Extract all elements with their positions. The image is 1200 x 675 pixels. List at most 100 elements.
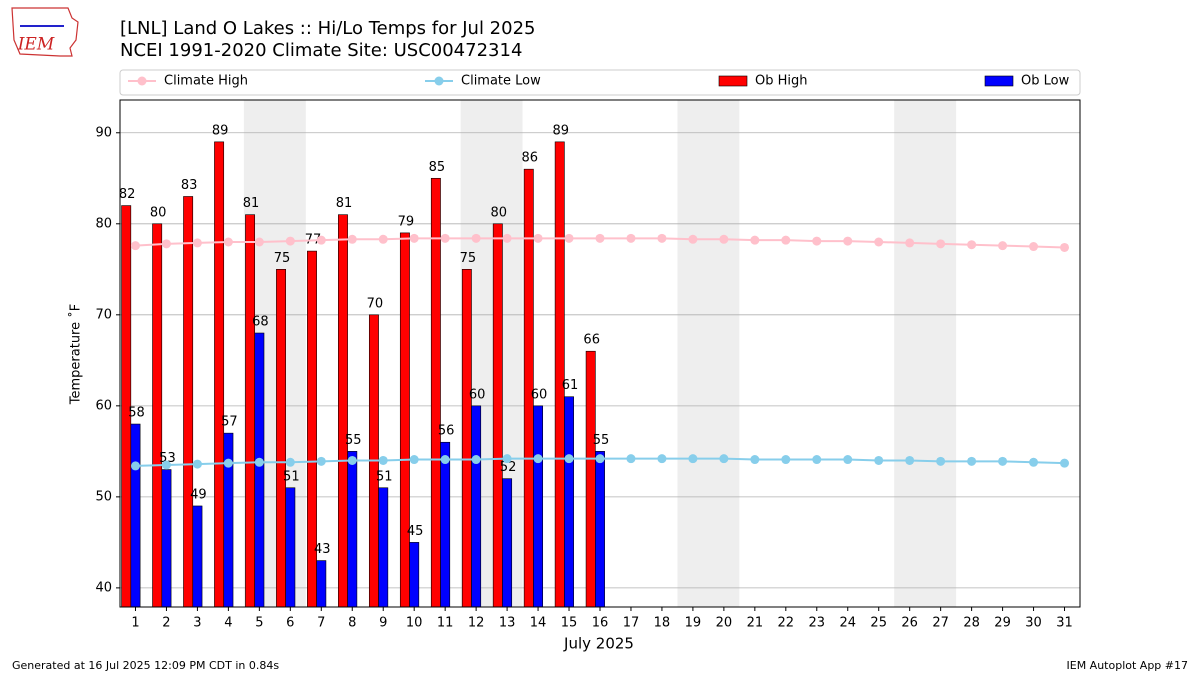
line-marker — [967, 456, 977, 466]
bar — [440, 441, 451, 608]
bar — [347, 451, 358, 608]
bar — [130, 423, 141, 608]
x-tick-label: 9 — [379, 616, 387, 631]
legend-label: Ob High — [755, 74, 808, 89]
line-marker — [192, 459, 202, 469]
x-tick-label: 20 — [716, 616, 733, 631]
line-marker — [936, 456, 946, 466]
footer-right: IEM Autoplot App #17 — [1067, 659, 1189, 672]
x-tick-label: 21 — [747, 616, 764, 631]
data-label: 66 — [583, 333, 600, 348]
data-label: 89 — [212, 123, 229, 138]
data-label: 49 — [190, 487, 207, 502]
bar — [338, 214, 348, 608]
line-marker — [471, 233, 481, 243]
bar — [492, 223, 503, 608]
data-label: 75 — [274, 251, 291, 266]
data-label: 57 — [221, 415, 238, 430]
line-marker — [626, 454, 636, 464]
y-axis-label: Temperature ˚F — [68, 304, 84, 405]
line-marker — [254, 457, 264, 467]
line-marker — [688, 454, 698, 464]
data-label: 60 — [469, 387, 486, 402]
x-tick-label: 17 — [623, 616, 640, 631]
x-tick-label: 4 — [224, 616, 232, 631]
data-label: 43 — [314, 542, 331, 557]
line-marker — [564, 454, 574, 464]
line-marker — [657, 454, 667, 464]
x-tick-label: 22 — [778, 616, 795, 631]
line-marker — [378, 234, 388, 244]
line-marker — [781, 455, 791, 465]
line-marker — [533, 454, 543, 464]
x-tick-label: 26 — [901, 616, 918, 631]
bar — [595, 451, 605, 608]
line-marker — [440, 455, 450, 465]
logo-outline — [11, 7, 79, 57]
line-marker — [750, 235, 760, 245]
x-tick-label: 25 — [870, 616, 887, 631]
data-label: 85 — [429, 160, 446, 175]
data-label: 68 — [252, 315, 269, 330]
line-marker — [130, 241, 140, 251]
data-label: 83 — [181, 178, 198, 193]
x-tick-label: 15 — [561, 616, 578, 631]
line-marker — [471, 455, 481, 465]
x-axis-label: July 2025 — [563, 635, 634, 653]
data-label: 51 — [283, 469, 300, 484]
data-label: 45 — [407, 524, 424, 539]
line-marker — [1060, 242, 1070, 252]
bar — [214, 141, 225, 608]
bar — [254, 332, 265, 608]
x-tick-label: 8 — [348, 616, 356, 631]
y-tick-label: 40 — [95, 580, 112, 595]
data-label: 51 — [376, 469, 393, 484]
line-marker — [347, 455, 357, 465]
x-tick-label: 19 — [685, 616, 702, 631]
x-tick-label: 10 — [406, 616, 423, 631]
footer-left: Generated at 16 Jul 2025 12:09 PM CDT in… — [12, 659, 279, 672]
line-marker — [1029, 242, 1039, 252]
bar — [564, 396, 574, 608]
data-label: 80 — [150, 205, 167, 220]
data-label: 79 — [398, 214, 415, 229]
line-marker — [533, 233, 543, 243]
legend-swatch — [718, 75, 748, 87]
y-tick-label: 90 — [95, 125, 112, 140]
bar — [502, 478, 513, 608]
line-marker — [874, 237, 884, 247]
x-tick-label: 24 — [839, 616, 856, 631]
data-label: 58 — [128, 406, 145, 421]
bar — [152, 223, 163, 608]
bar — [276, 269, 286, 608]
line-marker — [1060, 458, 1070, 468]
line-marker — [998, 456, 1008, 466]
bar — [378, 487, 389, 608]
x-tick-label: 28 — [963, 616, 980, 631]
weekend-shade — [677, 100, 740, 607]
legend-swatch — [984, 75, 1014, 87]
line-marker — [595, 454, 605, 464]
x-tick-label: 29 — [994, 616, 1011, 631]
line-marker — [316, 235, 326, 245]
x-tick-label: 23 — [809, 616, 826, 631]
line-marker — [1029, 457, 1039, 467]
line-marker — [161, 239, 171, 249]
legend-box — [119, 69, 1081, 96]
line-marker — [502, 454, 512, 464]
line-marker — [254, 237, 264, 247]
bar — [554, 141, 565, 608]
line-marker — [223, 458, 233, 468]
line-marker — [812, 455, 822, 465]
bar — [245, 214, 256, 608]
x-tick-label: 12 — [468, 616, 485, 631]
line-marker — [502, 233, 512, 243]
legend-label: Ob Low — [1021, 74, 1070, 89]
line-marker — [409, 233, 419, 243]
bar — [399, 232, 410, 608]
legend-marker — [137, 76, 147, 86]
data-label: 81 — [243, 196, 260, 211]
legend-label: Climate Low — [461, 74, 541, 89]
x-tick-label: 5 — [255, 616, 263, 631]
line-marker — [874, 455, 884, 465]
